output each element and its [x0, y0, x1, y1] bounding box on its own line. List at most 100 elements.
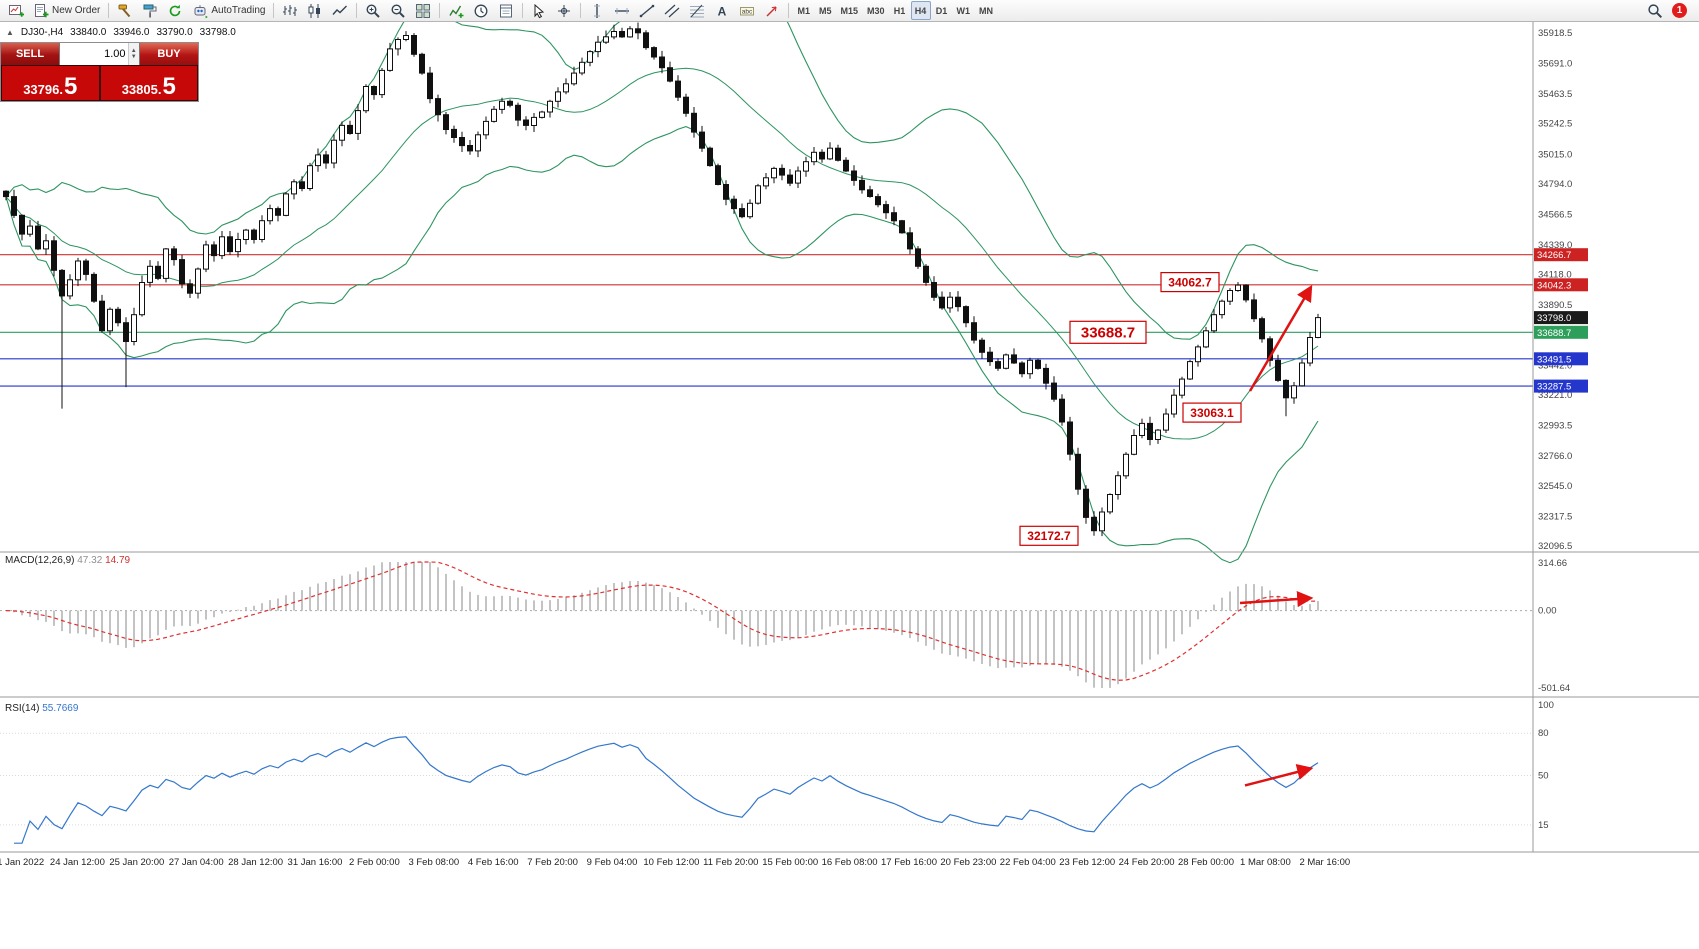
- svg-text:33688.7: 33688.7: [1081, 325, 1135, 342]
- timeframe-label: MN: [979, 5, 994, 16]
- text-button[interactable]: A: [710, 1, 734, 20]
- autotrading-button[interactable]: AutoTrading: [188, 1, 269, 20]
- svg-text:35463.5: 35463.5: [1538, 89, 1572, 100]
- sell-price-pip: 5: [63, 72, 78, 100]
- periods-button[interactable]: [469, 1, 493, 20]
- time-axis[interactable]: 21 Jan 2022 24 Jan 12:00 25 Jan 20:00 27 Ja…: [0, 857, 1350, 868]
- zoom-in-button[interactable]: [361, 1, 385, 20]
- svg-text:25 Jan 20:00: 25 Jan 20:00: [109, 857, 164, 868]
- timeframe-label: M15: [840, 5, 859, 16]
- svg-text:15: 15: [1538, 820, 1549, 831]
- timeframe-label: M1: [797, 5, 810, 16]
- timeframe-h1-button[interactable]: H1: [890, 1, 910, 20]
- price-axis[interactable]: 35918.5 35691.0 35463.5 35242.5 35015.0 34794…: [1534, 28, 1588, 552]
- svg-text:34062.7: 34062.7: [1168, 275, 1212, 289]
- svg-text:34794.0: 34794.0: [1538, 179, 1572, 190]
- svg-text:32993.5: 32993.5: [1538, 421, 1572, 432]
- svg-text:35242.5: 35242.5: [1538, 119, 1572, 130]
- svg-text:4 Feb 16:00: 4 Feb 16:00: [468, 857, 519, 868]
- svg-text:33442.0: 33442.0: [1538, 360, 1572, 371]
- arrows-button[interactable]: [760, 1, 784, 20]
- svg-text:33063.1: 33063.1: [1190, 406, 1234, 420]
- notification-badge[interactable]: 1: [1672, 3, 1687, 18]
- horizontal-line-button[interactable]: [610, 1, 634, 20]
- volume-up-arrow[interactable]: ▲: [130, 48, 137, 54]
- line-chart-button[interactable]: [328, 1, 352, 20]
- timeframe-m15-button[interactable]: M15: [837, 1, 863, 20]
- label-button[interactable]: abc: [735, 1, 759, 20]
- new-order-button[interactable]: New Order: [29, 1, 104, 20]
- ohlc-open: 33840.0: [70, 27, 107, 38]
- timeframe-h4-button[interactable]: H4: [910, 1, 931, 20]
- svg-text:24 Feb 20:00: 24 Feb 20:00: [1119, 857, 1175, 868]
- buy-button[interactable]: BUY: [140, 43, 198, 65]
- svg-text:32766.0: 32766.0: [1538, 451, 1572, 462]
- indicators-button[interactable]: [444, 1, 468, 20]
- rsi-pane[interactable]: RSI(14) 55.7669 100 80 50 15: [0, 700, 1554, 844]
- svg-text:10 Feb 12:00: 10 Feb 12:00: [643, 857, 699, 868]
- sell-price[interactable]: 33796. 5: [2, 66, 99, 100]
- svg-text:100: 100: [1538, 700, 1554, 711]
- candles-layer: [3, 22, 1321, 537]
- volume-spinner[interactable]: ▲ ▼: [127, 43, 139, 65]
- timeframe-d1-button[interactable]: D1: [932, 1, 952, 20]
- svg-text:33287.5: 33287.5: [1537, 382, 1571, 393]
- timeframe-m1-button[interactable]: M1: [793, 1, 814, 20]
- new-chart-button[interactable]: [4, 1, 28, 20]
- trend-arrows[interactable]: [1239, 284, 1314, 787]
- timeframe-label: D1: [935, 5, 948, 16]
- svg-text:33491.5: 33491.5: [1537, 354, 1571, 365]
- svg-text:17 Feb 16:00: 17 Feb 16:00: [881, 857, 937, 868]
- buy-price[interactable]: 33805. 5: [100, 66, 197, 100]
- toolbar-separator: [108, 3, 110, 18]
- price-chart-canvas[interactable]: MACD(12,26,9) 47.32 14.79 314.66 0.00 -501.…: [0, 22, 1699, 949]
- timeframe-label: H4: [914, 5, 927, 16]
- pane-separators[interactable]: [0, 22, 1699, 853]
- styles-button[interactable]: [138, 1, 162, 20]
- sell-button[interactable]: SELL: [1, 43, 59, 65]
- volume-input[interactable]: [60, 43, 128, 65]
- trendline-button[interactable]: [635, 1, 659, 20]
- macd-pane[interactable]: MACD(12,26,9) 47.32 14.79 314.66 0.00 -501.…: [0, 555, 1570, 694]
- timeframe-m30-button[interactable]: M30: [863, 1, 889, 20]
- cursor-button[interactable]: [527, 1, 551, 20]
- svg-text:32096.5: 32096.5: [1538, 541, 1572, 552]
- toolbar-separator: [580, 3, 582, 18]
- svg-text:33221.0: 33221.0: [1538, 390, 1572, 401]
- chart-window[interactable]: MACD(12,26,9) 47.32 14.79 314.66 0.00 -501.…: [0, 22, 1699, 949]
- svg-text:34042.3: 34042.3: [1537, 280, 1571, 291]
- metaeditor-button[interactable]: [113, 1, 137, 20]
- volume-down-arrow[interactable]: ▼: [130, 54, 137, 60]
- svg-text:35918.5: 35918.5: [1538, 28, 1572, 39]
- fibonacci-button[interactable]: [685, 1, 709, 20]
- timeframe-w1-button[interactable]: W1: [953, 1, 975, 20]
- volume-field[interactable]: ▲ ▼: [59, 43, 140, 65]
- bar-chart-button[interactable]: [278, 1, 302, 20]
- svg-text:0.00: 0.00: [1538, 606, 1557, 617]
- buy-price-main: 33805.: [121, 81, 162, 97]
- search-button[interactable]: [1643, 1, 1667, 20]
- timeframe-m5-button[interactable]: M5: [815, 1, 836, 20]
- svg-text:32545.0: 32545.0: [1538, 481, 1572, 492]
- crosshair-button[interactable]: [552, 1, 576, 20]
- svg-text:35015.0: 35015.0: [1538, 149, 1572, 160]
- svg-text:33798.0: 33798.0: [1537, 313, 1571, 324]
- templates-button[interactable]: [494, 1, 518, 20]
- refresh-button[interactable]: [163, 1, 187, 20]
- zoom-out-button[interactable]: [386, 1, 410, 20]
- annotations[interactable]: 34062.7 33688.7 33063.1 32172.7: [1019, 272, 1242, 546]
- vertical-line-button[interactable]: [585, 1, 609, 20]
- toolbar-separator: [356, 3, 358, 18]
- toolbar-separator: [788, 3, 790, 18]
- tile-windows-button[interactable]: [411, 1, 435, 20]
- svg-text:32317.5: 32317.5: [1538, 511, 1572, 522]
- svg-text:A: A: [718, 4, 727, 18]
- chart-shift-icon: ▲: [6, 28, 14, 37]
- timeframe-mn-button[interactable]: MN: [975, 1, 997, 20]
- svg-text:50: 50: [1538, 771, 1549, 782]
- candlestick-chart-button[interactable]: [303, 1, 327, 20]
- channel-button[interactable]: [660, 1, 684, 20]
- timeframe-label: M5: [818, 5, 832, 16]
- svg-text:28 Feb 00:00: 28 Feb 00:00: [1178, 857, 1234, 868]
- toolbar-separator: [522, 3, 524, 18]
